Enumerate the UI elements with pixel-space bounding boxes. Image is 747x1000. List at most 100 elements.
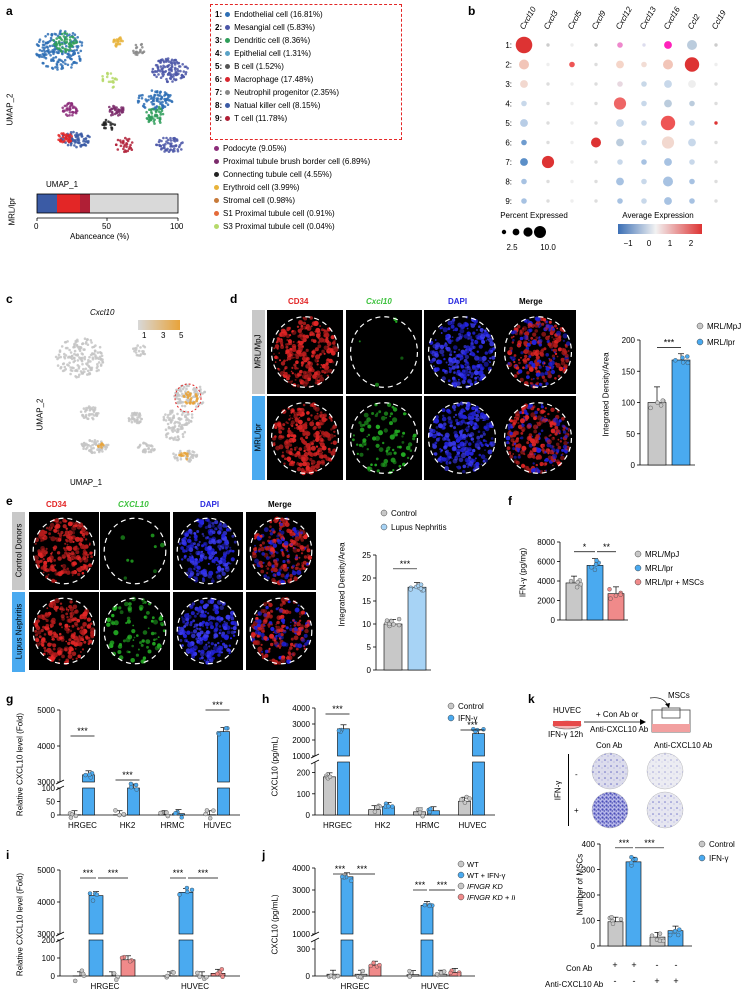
umap-point: [173, 455, 176, 458]
umap-point: [169, 136, 172, 140]
panel-f-ytick-label: 6000: [537, 558, 555, 567]
umap-point: [187, 384, 190, 388]
umap-point: [79, 133, 83, 136]
chartI-point: [204, 974, 209, 980]
umap-point: [63, 40, 66, 43]
umap-point: [70, 102, 74, 106]
chartG-point: [179, 815, 184, 820]
umap-point: [97, 361, 101, 364]
panel-c-scale-tick-1: 1: [142, 331, 147, 340]
panel-d-rowlabel-2-box: [252, 396, 265, 480]
legend-e-2-marker: [380, 523, 388, 531]
legend-label: Dendritic cell (8.36%): [234, 36, 311, 45]
umap-point: [165, 59, 168, 62]
umap-point: [171, 80, 174, 83]
panel-k-ylabel: Number of MSCs: [575, 853, 585, 916]
dotplot-dot: [641, 159, 647, 165]
point-f: [589, 565, 594, 570]
panel-d-letter: d: [230, 292, 238, 306]
umap-point: [163, 65, 167, 69]
point-k: [633, 857, 639, 862]
point-d: [680, 360, 686, 365]
umap-point: [68, 33, 71, 36]
umap-point: [172, 75, 175, 78]
umap-point: [77, 365, 81, 368]
chartH-point: [420, 813, 425, 819]
umap-point: [132, 347, 135, 350]
umap-point: [165, 97, 169, 101]
dotplot-dot: [664, 41, 672, 49]
umap-point: [187, 418, 191, 422]
umap-point: [153, 448, 156, 452]
panel-g-letter: g: [6, 692, 14, 706]
bar-e-0: [383, 623, 403, 671]
legend-h-1-marker: [447, 702, 455, 710]
umap-point: [125, 138, 129, 141]
umap-point: [174, 78, 178, 81]
chartJ-break: [310, 937, 320, 943]
umap-point: [180, 142, 183, 145]
legend-num: 6:: [215, 75, 223, 84]
umap-point: [194, 394, 198, 398]
panel-e-image-1-3: [173, 512, 243, 590]
umap-point: [100, 446, 103, 449]
umap-point: [58, 43, 62, 47]
umap-point: [195, 453, 199, 457]
chartJ-point: [360, 968, 366, 974]
umap-point: [189, 419, 193, 423]
umap-point: [59, 355, 62, 359]
umap-point: [55, 63, 59, 67]
umap-point: [136, 416, 139, 419]
legend-label: Stromal cell (0.98%): [223, 196, 296, 205]
chartI-point: [127, 959, 133, 964]
dotplot-dot: [569, 61, 575, 68]
dotplot-dot: [664, 158, 672, 166]
panel-a-boxed-legend: 1: Endothelial cell (16.81%) 2: Mesangial c…: [210, 4, 402, 140]
umap-point: [134, 348, 138, 352]
legend-label: Natual killer cell (8.15%): [234, 101, 321, 110]
chartG-point: [133, 782, 139, 788]
umap-point: [147, 446, 150, 450]
dotplot-dot: [641, 139, 647, 146]
umap-point: [159, 144, 162, 148]
umap-point: [72, 36, 75, 39]
chartG-point: [165, 813, 171, 819]
panel-e-chart: 0 5 10 15 20 25 *** Control Lupus Nephritis: [362, 509, 447, 675]
point-k: [661, 938, 666, 944]
sig-k-1: ***: [619, 838, 630, 848]
umap-point: [46, 32, 50, 36]
umap-point: [66, 356, 70, 359]
umap-point: [191, 456, 195, 460]
umap-point: [174, 453, 178, 457]
umap-point: [196, 397, 199, 400]
chartJ-point: [358, 974, 363, 980]
chartH-ytick-label: 1000: [292, 752, 310, 761]
umap-point: [97, 445, 100, 448]
umap-point: [72, 52, 75, 55]
umap-point: [184, 72, 187, 76]
dotplot-dot: [663, 59, 673, 70]
point-k: [675, 932, 681, 938]
panel-a-letter: a: [6, 4, 13, 18]
umap-point: [172, 427, 175, 431]
umap-point: [72, 360, 75, 364]
umap-point: [68, 107, 72, 111]
umap-point: [69, 351, 73, 354]
panel-a-bar-xlabel: Abanceance (%): [70, 232, 130, 241]
umap-point: [98, 355, 102, 359]
panel-a-umap-ylabel: UMAP_2: [5, 93, 15, 126]
umap-point: [96, 448, 99, 451]
umap-point: [77, 375, 80, 379]
umap-point: [165, 435, 168, 439]
umap-point: [65, 44, 68, 48]
umap-point: [182, 75, 186, 79]
dotplot-dot: [546, 179, 550, 184]
umap-point: [168, 142, 172, 145]
umap-point: [100, 442, 103, 446]
umap-point: [68, 48, 72, 52]
legend-label: Neutrophil progenitor (2.35%): [234, 88, 340, 97]
umap-point: [193, 391, 196, 394]
umap-point: [172, 452, 175, 455]
panel-a-bar-tick-0: 0: [34, 222, 39, 231]
chartG-point: [68, 815, 74, 820]
